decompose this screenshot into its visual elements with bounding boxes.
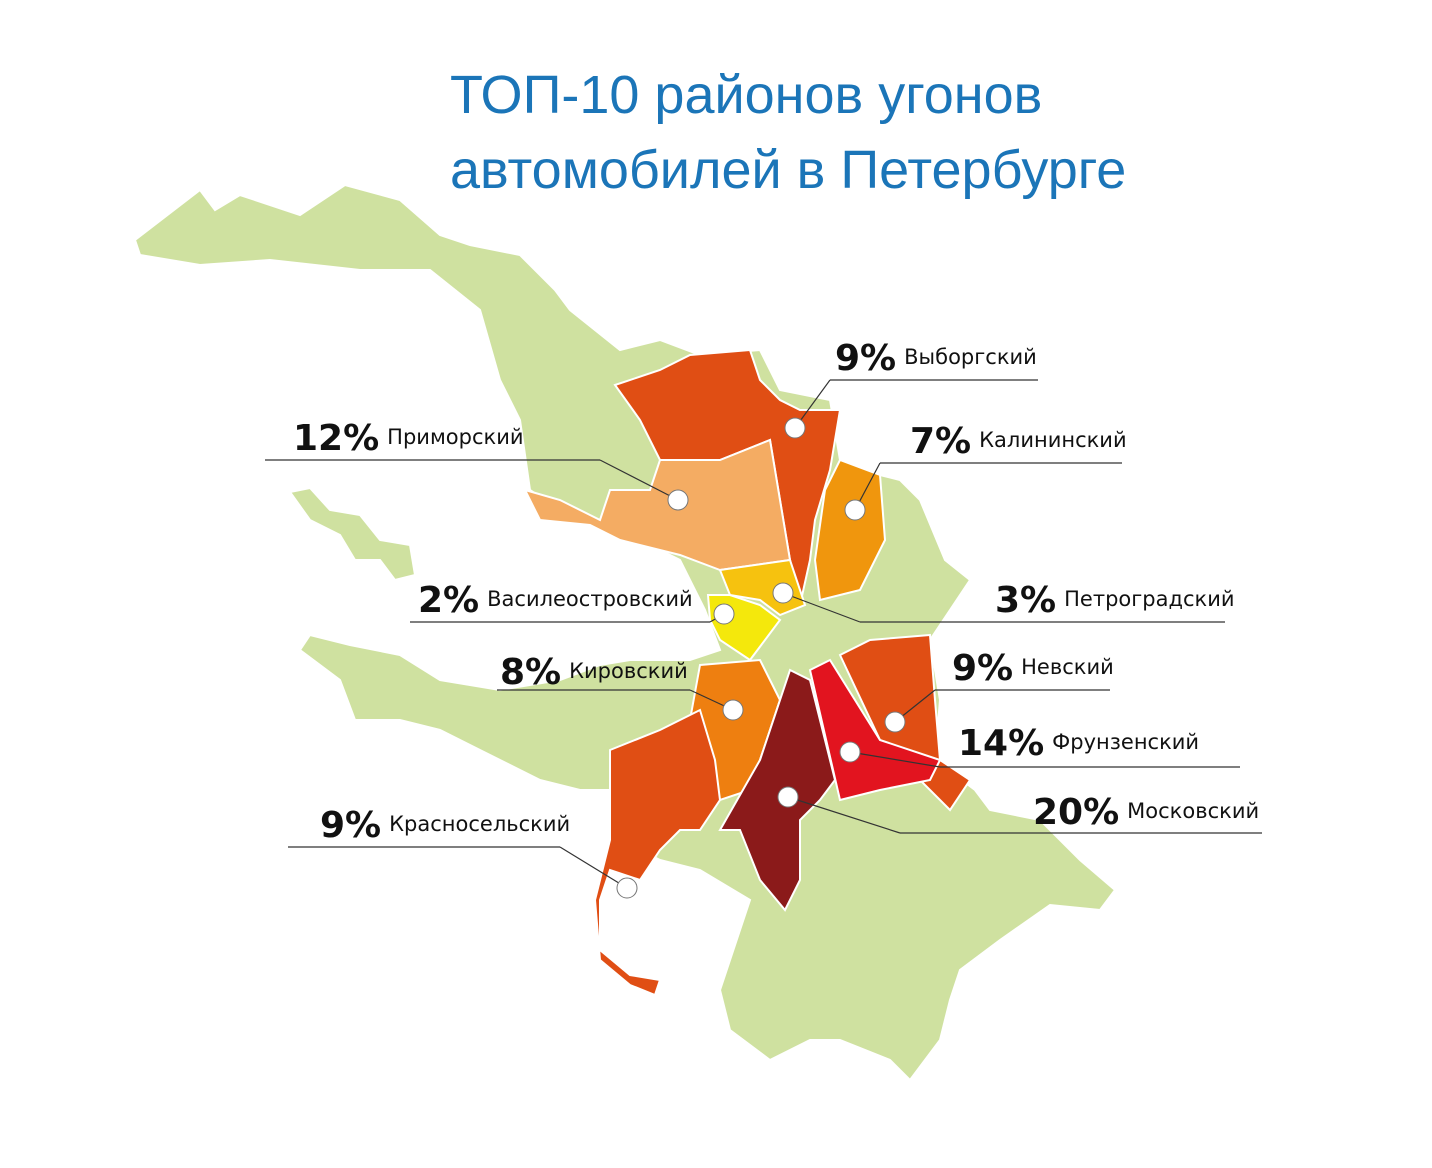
base-map	[133, 183, 1117, 1082]
district-share: 14%	[958, 723, 1044, 764]
district-name: Петроградский	[1064, 587, 1234, 611]
district-share: 8%	[500, 652, 561, 693]
leader-line	[849, 751, 941, 768]
district-share: 9%	[835, 338, 896, 379]
district	[813, 458, 887, 602]
district	[718, 668, 837, 912]
district-name: Фрунзенский	[1052, 730, 1199, 754]
district-share: 7%	[910, 421, 971, 462]
district-name: Приморский	[387, 425, 523, 449]
district-name: Василеостровский	[487, 587, 693, 611]
marker	[844, 499, 866, 521]
district-name: Выборгский	[904, 345, 1037, 369]
land	[133, 183, 1117, 1082]
district-share: 9%	[952, 648, 1013, 689]
leader-line	[559, 846, 628, 889]
marker	[772, 582, 794, 604]
district	[523, 438, 792, 572]
marker	[777, 786, 799, 808]
marker	[722, 699, 744, 721]
island	[288, 486, 417, 582]
district-share: 12%	[293, 418, 379, 459]
leader-line	[787, 796, 901, 834]
marker	[884, 711, 906, 733]
district-name: Калининский	[979, 428, 1126, 452]
district-share: 3%	[995, 580, 1056, 621]
district-share: 20%	[1033, 792, 1119, 833]
district-name: Кировский	[569, 659, 688, 683]
district-name: Невский	[1021, 655, 1114, 679]
district-share: 9%	[320, 805, 381, 846]
title: ТОП-10 районов угонов	[450, 65, 1042, 125]
district	[593, 708, 722, 997]
marker	[667, 489, 689, 511]
district-name: Красносельский	[389, 812, 570, 836]
title: автомобилей в Петербурге	[450, 140, 1126, 200]
marker	[616, 877, 638, 899]
district	[808, 658, 942, 802]
marker	[713, 603, 735, 625]
marker	[784, 417, 806, 439]
leader-line	[782, 592, 861, 623]
district-share: 2%	[418, 580, 479, 621]
leader-line	[599, 459, 679, 501]
district-name: Московский	[1127, 799, 1259, 823]
marker	[839, 741, 861, 763]
